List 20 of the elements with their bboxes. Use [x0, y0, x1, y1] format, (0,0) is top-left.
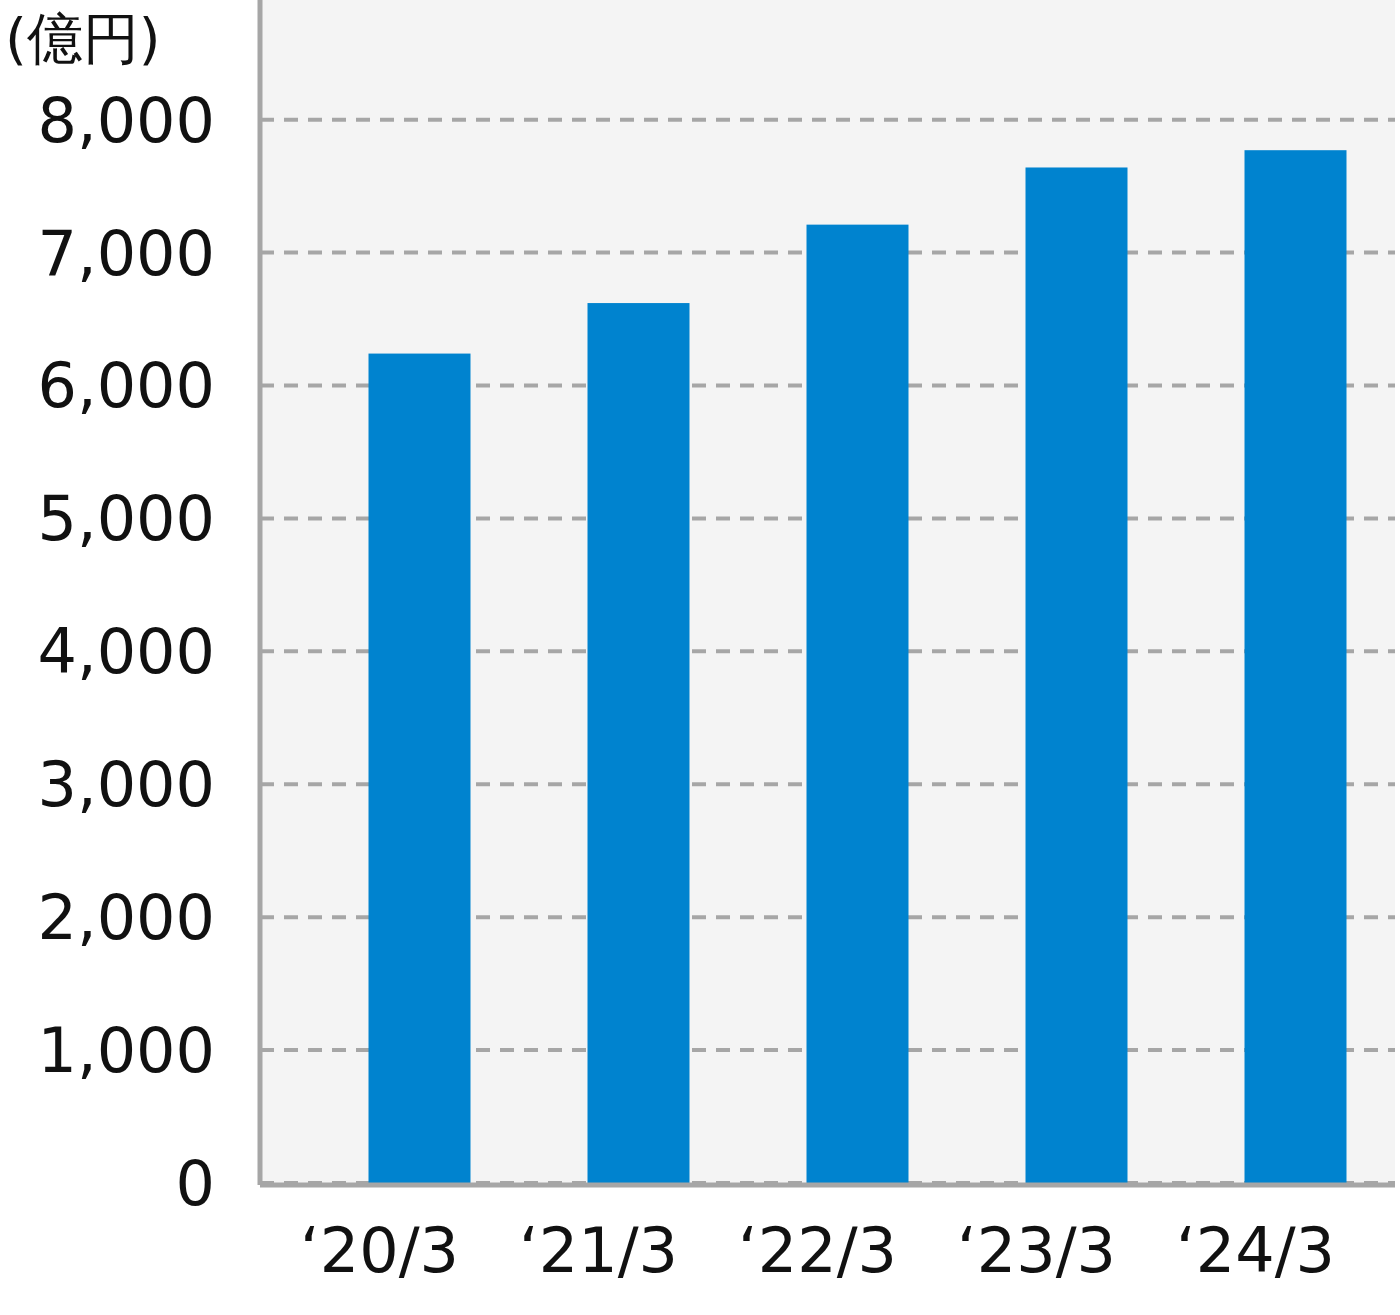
y-tick-label: 7,000 [37, 216, 215, 290]
bar [587, 303, 690, 1183]
y-tick-label: 6,000 [37, 349, 215, 423]
x-tick-label: ‘21/3 [519, 1214, 678, 1287]
x-tick-label: ‘20/3 [300, 1214, 459, 1287]
y-tick-label: 4,000 [37, 615, 215, 689]
y-tick-label: 1,000 [37, 1014, 215, 1088]
x-tick-label: ‘24/3 [1176, 1214, 1335, 1287]
y-tick-label: 3,000 [37, 748, 215, 822]
y-tick-label: 0 [175, 1147, 215, 1220]
bar [1025, 167, 1128, 1183]
bar [368, 353, 471, 1183]
y-axis-title: (億円) [5, 6, 161, 71]
y-tick-label: 5,000 [37, 482, 215, 556]
bar [806, 224, 909, 1183]
x-tick-label: ‘23/3 [957, 1214, 1116, 1287]
y-tick-label: 8,000 [37, 83, 215, 157]
x-tick-label: ‘22/3 [738, 1214, 897, 1287]
y-tick-label: 2,000 [37, 881, 215, 955]
bar [1244, 150, 1347, 1183]
